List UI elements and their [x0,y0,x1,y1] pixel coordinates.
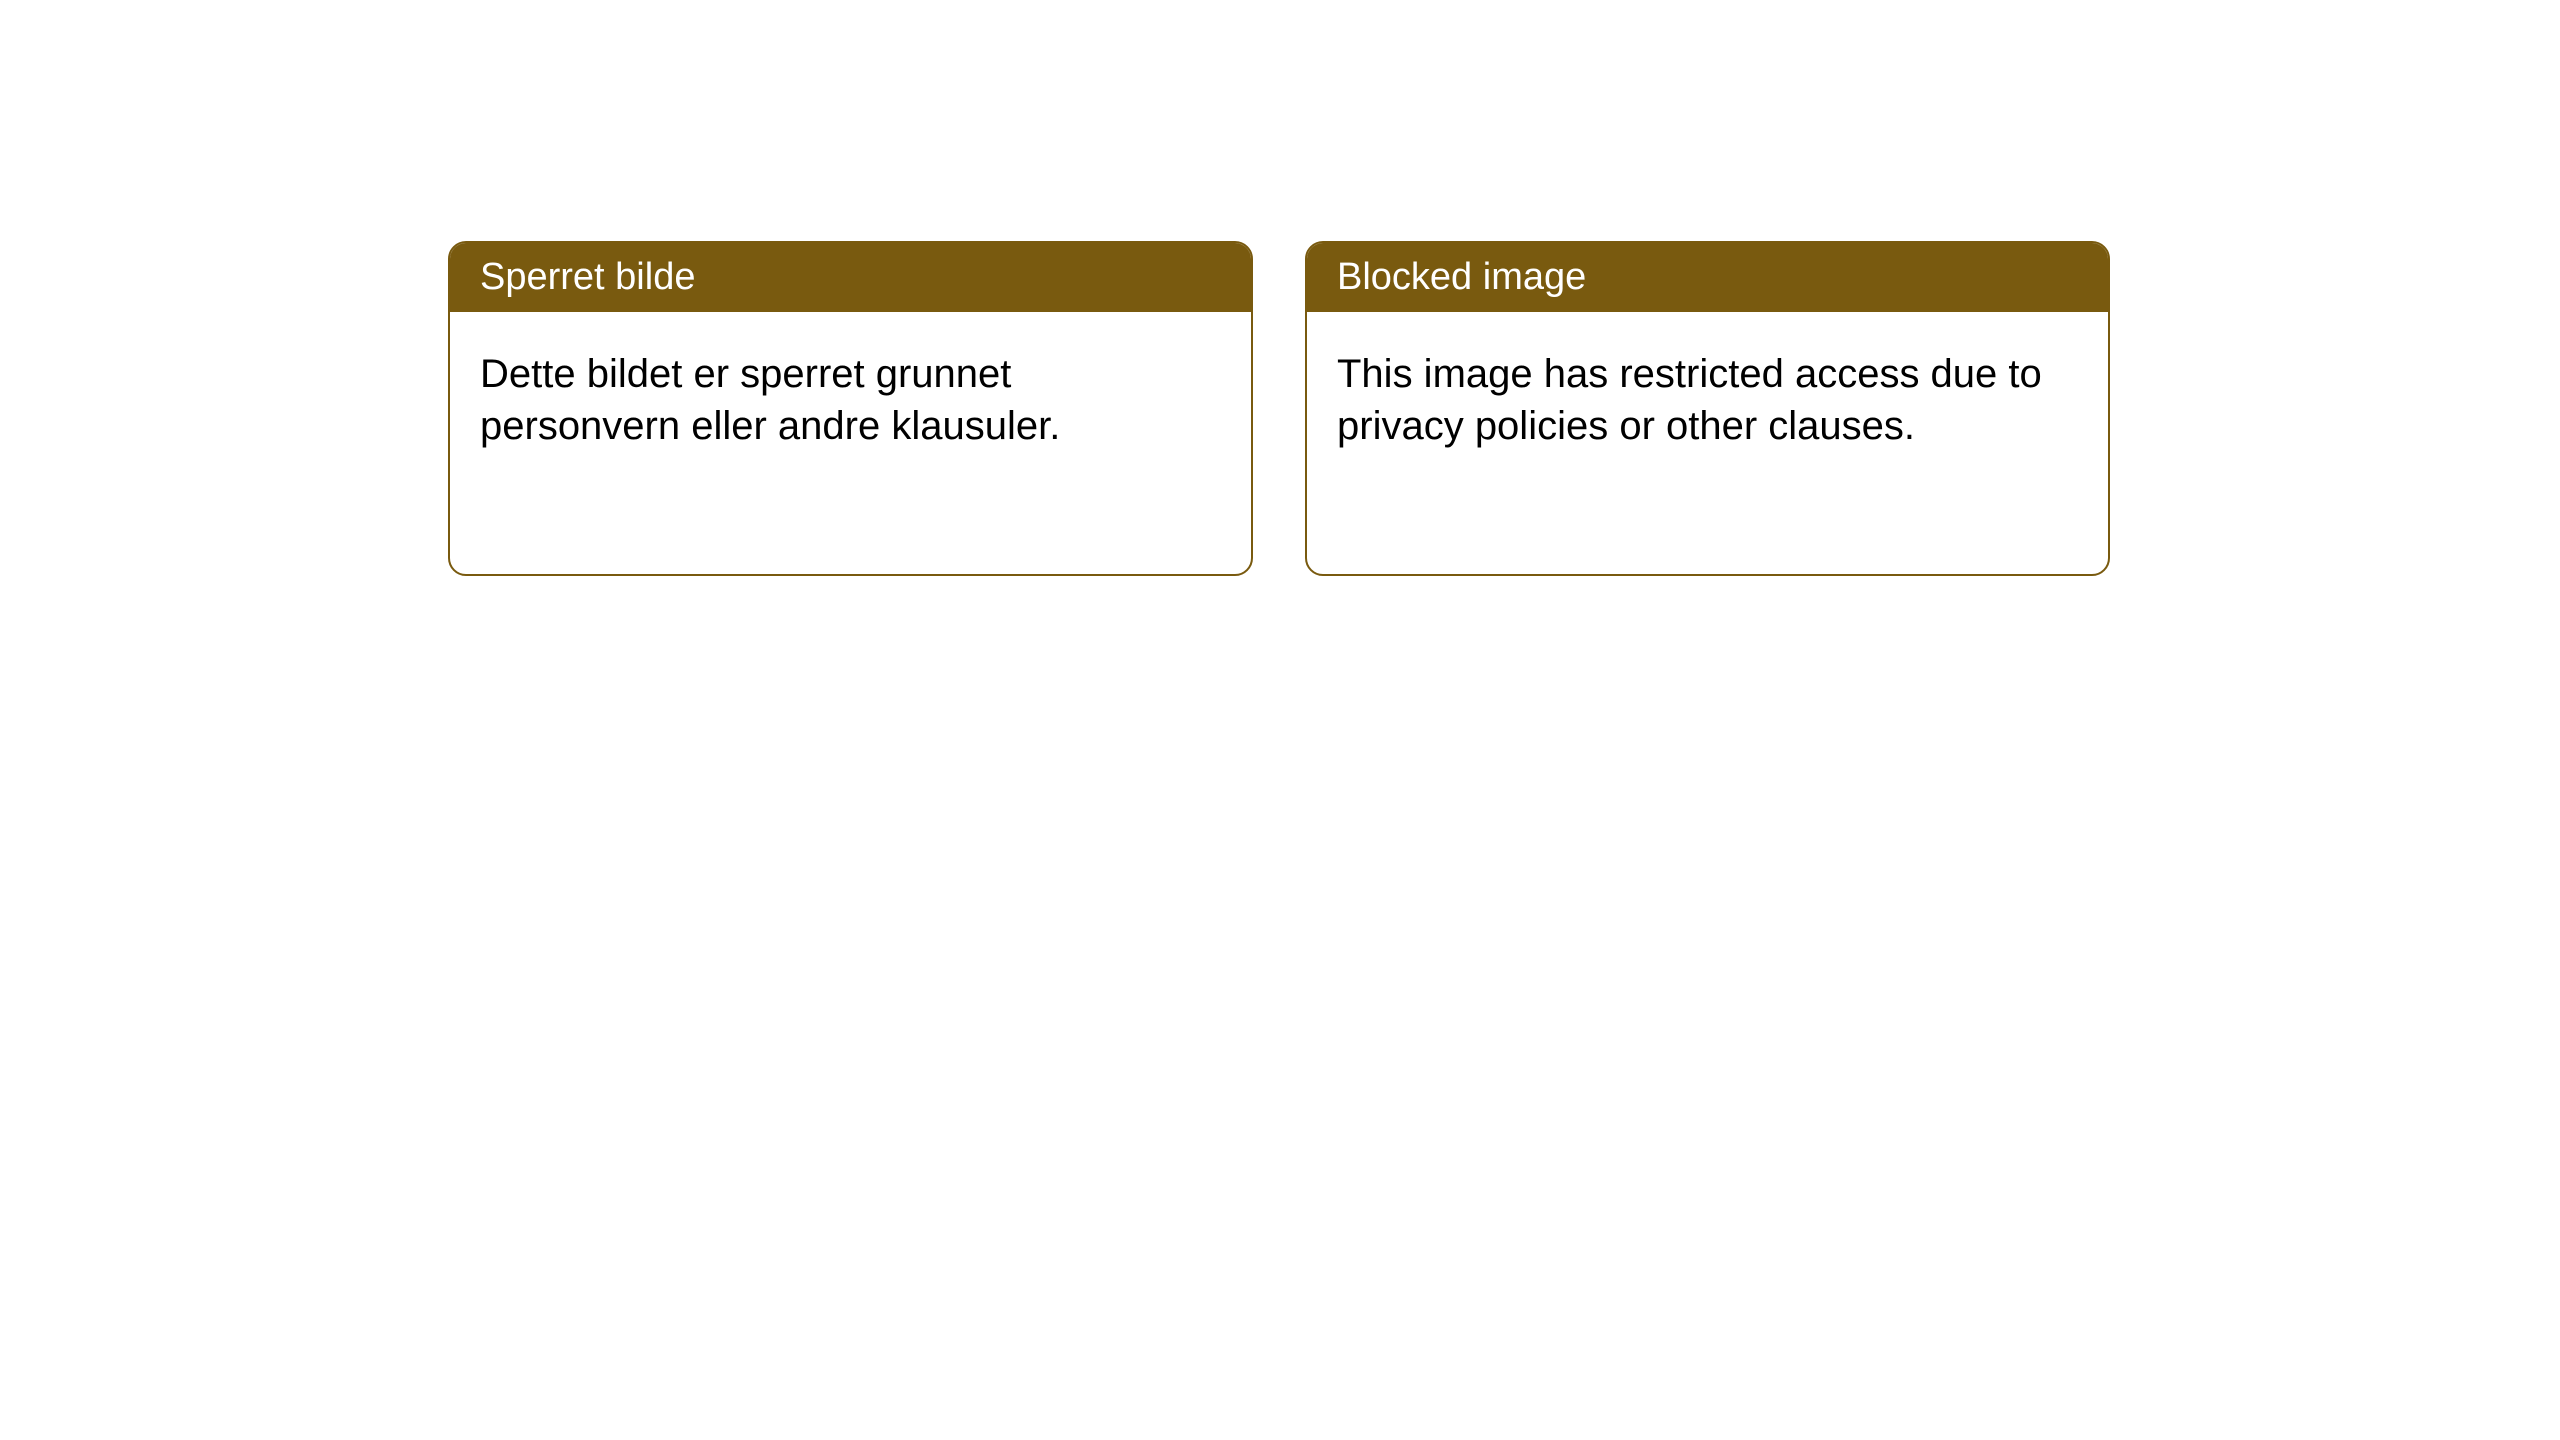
notice-body-norwegian: Dette bildet er sperret grunnet personve… [450,312,1251,488]
notice-text-norwegian: Dette bildet er sperret grunnet personve… [480,352,1060,448]
notice-text-english: This image has restricted access due to … [1337,352,2042,448]
notice-title-english: Blocked image [1337,256,1586,298]
notice-container: Sperret bilde Dette bildet er sperret gr… [448,241,2110,576]
notice-card-norwegian: Sperret bilde Dette bildet er sperret gr… [448,241,1253,576]
notice-card-english: Blocked image This image has restricted … [1305,241,2110,576]
notice-title-norwegian: Sperret bilde [480,256,695,298]
notice-header-norwegian: Sperret bilde [450,243,1251,312]
notice-header-english: Blocked image [1307,243,2108,312]
notice-body-english: This image has restricted access due to … [1307,312,2108,488]
